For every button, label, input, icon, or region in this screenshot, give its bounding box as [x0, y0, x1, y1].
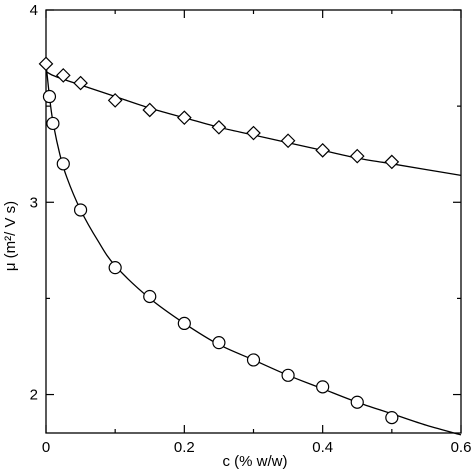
x-tick-label: 0.4 — [312, 439, 333, 456]
axis-ticks: 0 0.2 0.4 0.6 2 3 4 — [30, 2, 472, 456]
circle-point — [212, 336, 226, 350]
diamond-point — [246, 125, 261, 141]
circle-point — [246, 353, 261, 367]
y-tick-label: 4 — [30, 2, 38, 19]
x-tick-label: 0.2 — [174, 439, 195, 456]
y-tick-label: 3 — [30, 194, 38, 211]
diamond-point — [107, 93, 123, 108]
circle-point — [316, 380, 330, 394]
diamond-point — [349, 148, 365, 164]
circle-point — [350, 395, 364, 409]
fit-curve-diamond — [45, 70, 462, 177]
circle-point — [73, 203, 88, 217]
diamond-point — [280, 133, 296, 149]
circle-point — [108, 261, 122, 275]
circle-point — [42, 89, 57, 104]
diamond-point — [73, 75, 88, 91]
diamond-point — [384, 154, 400, 170]
fit-curve-circle — [45, 63, 462, 436]
y-axis-label: μ (m²/ V s) — [2, 201, 19, 271]
y-tick-label: 2 — [30, 387, 38, 404]
circle-point — [385, 411, 399, 425]
diamond-point — [142, 102, 158, 118]
circle-point — [177, 316, 191, 331]
plot-area — [45, 9, 462, 434]
circle-point — [46, 116, 60, 131]
plot-frame — [45, 9, 462, 434]
circle-point — [143, 289, 157, 304]
x-tick-label: 0.6 — [451, 439, 472, 456]
circle-point — [56, 157, 70, 171]
diamond-point — [211, 119, 227, 135]
diamond-point — [176, 110, 192, 126]
diamond-point — [55, 68, 71, 83]
x-tick-label: 0 — [42, 439, 50, 456]
data-markers — [38, 56, 400, 425]
diamond-point — [315, 143, 331, 158]
fit-curves — [45, 63, 462, 436]
diamond-point — [38, 56, 54, 72]
circle-point — [281, 368, 295, 382]
x-axis-label: c (% w/w) — [223, 453, 288, 470]
